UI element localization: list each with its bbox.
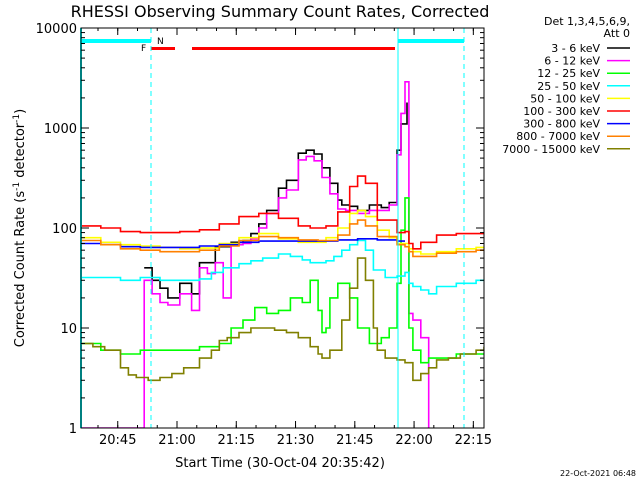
x-tick-label: 22:15 xyxy=(455,433,492,448)
legend-label-3: 25 - 50 keV xyxy=(537,80,600,93)
legend-label-4: 50 - 100 keV xyxy=(530,92,600,105)
y-tick-label: 1000 xyxy=(44,122,77,137)
night-flag-bar-2 xyxy=(398,39,464,43)
legend-label-1: 6 - 12 keV xyxy=(544,55,600,68)
legend-label-2: 12 - 25 keV xyxy=(537,67,600,80)
x-tick-label: 20:45 xyxy=(99,433,136,448)
y-tick-label: 10000 xyxy=(36,22,77,37)
x-tick-label: 21:30 xyxy=(277,433,314,448)
legend-label-8: 7000 - 15000 keV xyxy=(502,143,600,156)
x-tick-label: 21:15 xyxy=(218,433,255,448)
legend-label-6: 300 - 800 keV xyxy=(523,118,600,131)
legend-header-line-1: Det 1,3,4,5,6,9, xyxy=(544,15,630,28)
series-line-8 xyxy=(81,257,484,382)
x-axis-label: Start Time (30-Oct-04 20:35:42) xyxy=(175,456,385,471)
flare-flag-label: F xyxy=(141,44,146,54)
night-flag-bar-1 xyxy=(81,39,151,43)
y-tick-label: 10 xyxy=(60,322,77,337)
x-tick-label: 21:45 xyxy=(336,433,373,448)
series-line-3 xyxy=(81,239,484,295)
x-tick-label: 22:00 xyxy=(395,433,432,448)
flare-flag-bar-1 xyxy=(151,47,175,50)
timestamp: 22-Oct-2021 06:48 xyxy=(560,469,636,478)
flare-flag-bar-2 xyxy=(192,47,395,50)
legend-label-7: 800 - 7000 keV xyxy=(516,130,600,143)
legend-label-5: 100 - 300 keV xyxy=(523,105,600,118)
night-flag-label: N xyxy=(157,37,164,47)
x-tick-label: 21:00 xyxy=(158,433,195,448)
legend-label-0: 3 - 6 keV xyxy=(551,42,600,55)
series-line-7 xyxy=(81,219,484,258)
y-tick-label: 1 xyxy=(69,422,77,437)
legend-header-line-2: Att 0 xyxy=(604,27,630,40)
chart-title: RHESSI Observing Summary Count Rates, Co… xyxy=(71,2,490,21)
y-axis-label: Corrected Count Rate (s-1 detector-1) xyxy=(12,109,28,347)
series-line-1 xyxy=(81,81,430,428)
y-tick-label: 100 xyxy=(52,222,77,237)
series-line-5 xyxy=(81,175,484,250)
